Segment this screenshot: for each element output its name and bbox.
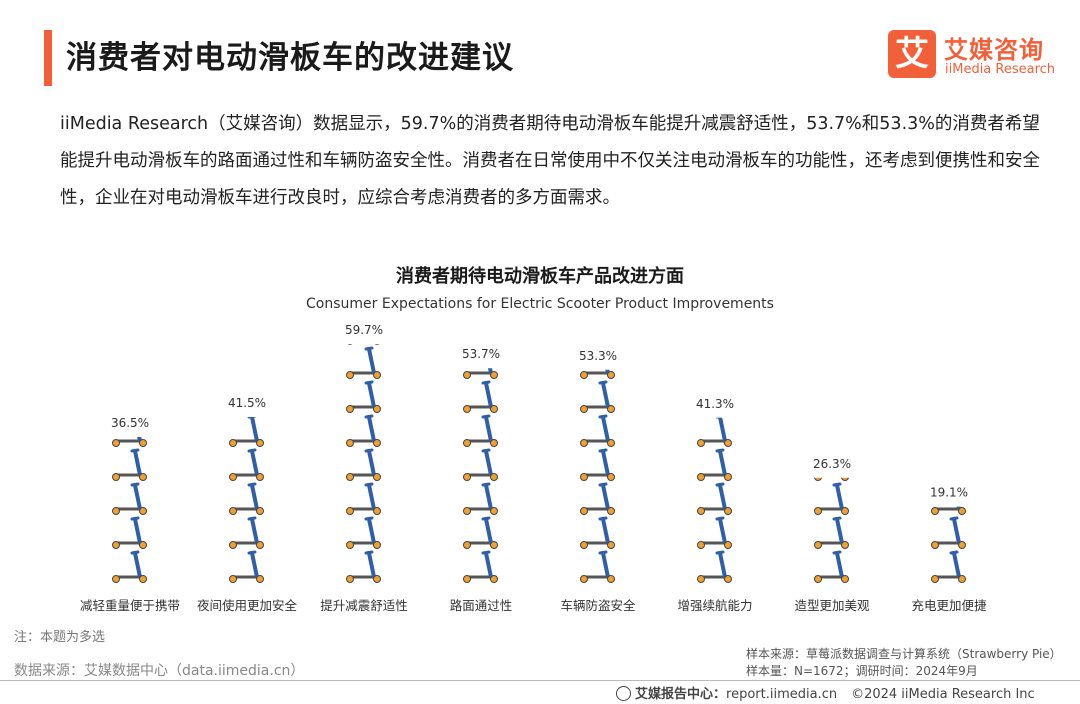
scooter-icon bbox=[112, 482, 147, 515]
logo-en-text: iiMedia Research bbox=[945, 62, 1056, 77]
bar-3 bbox=[346, 280, 381, 583]
scooter-icon bbox=[112, 516, 147, 549]
report-center-link[interactable]: report.iimedia.cn bbox=[726, 687, 838, 702]
scooter-icon bbox=[814, 550, 849, 583]
copyright: ©2024 iiMedia Research Inc bbox=[851, 687, 1035, 702]
value-label: 59.7% bbox=[345, 323, 383, 337]
scooter-icon bbox=[931, 506, 966, 515]
bar-1 bbox=[112, 382, 147, 583]
footer: 艾媒报告中心：report.iimedia.cn ©2024 iiMedia Re… bbox=[616, 683, 1035, 702]
scooter-icon bbox=[346, 550, 381, 583]
value-label: 53.7% bbox=[462, 347, 500, 361]
scooter-icon bbox=[112, 448, 147, 481]
globe-icon bbox=[616, 686, 631, 701]
scooter-icon bbox=[581, 314, 615, 345]
value-label: 41.3% bbox=[696, 397, 734, 411]
scooter-icon bbox=[580, 380, 615, 413]
bar-8 bbox=[931, 450, 966, 583]
scooter-icon bbox=[113, 382, 147, 413]
scooter-icon bbox=[229, 448, 264, 481]
value-label: 36.5% bbox=[111, 416, 149, 430]
scooter-icon bbox=[112, 550, 147, 583]
scooter-icon bbox=[931, 516, 966, 549]
scooter-icon bbox=[463, 550, 498, 583]
scooter-icon bbox=[580, 448, 615, 481]
value-label: 53.3% bbox=[579, 349, 617, 363]
logo-cn-text: 艾媒咨询 bbox=[944, 36, 1044, 64]
scooter-icon bbox=[463, 368, 498, 379]
iimedia-logo: 艾 艾媒咨询 iiMedia Research bbox=[888, 30, 1068, 82]
page-title: 消费者对电动滑板车的改进建议 bbox=[66, 40, 514, 76]
footer-divider bbox=[0, 680, 1080, 681]
value-label: 41.5% bbox=[228, 396, 266, 410]
scooter-icon bbox=[346, 516, 381, 549]
chart-subtitle: Consumer Expectations for Electric Scoot… bbox=[306, 296, 774, 312]
category-label: 路面通过性 bbox=[450, 598, 513, 613]
bar-4 bbox=[463, 314, 498, 583]
report-center-label: 艾媒报告中心： bbox=[635, 687, 727, 702]
scooter-icon bbox=[463, 448, 498, 481]
scooter-icon bbox=[346, 380, 381, 413]
scooter-icon bbox=[463, 516, 498, 549]
logo-mark: 艾 bbox=[888, 30, 936, 78]
category-label: 充电更加便捷 bbox=[911, 598, 987, 613]
sample-info: 样本来源：草莓派数据调查与计算系统（Strawberry Pie） 样本量：N=… bbox=[746, 646, 1066, 680]
bar-2 bbox=[229, 417, 264, 583]
scooter-icon bbox=[463, 414, 498, 447]
scooter-icon bbox=[347, 344, 380, 345]
scooter-icon bbox=[697, 550, 732, 583]
scooter-icon bbox=[580, 482, 615, 515]
scooter-icon bbox=[931, 550, 966, 583]
chart-note: 注：本题为多选 bbox=[14, 630, 106, 645]
scooter-icon bbox=[814, 482, 849, 515]
scooter-icon bbox=[346, 414, 381, 447]
scooter-icon bbox=[229, 550, 264, 583]
scooter-icon bbox=[229, 417, 264, 447]
category-label: 提升减震舒适性 bbox=[320, 598, 408, 613]
intro-paragraph: iiMedia Research（艾媒咨询）数据显示，59.7%的消费者期待电动… bbox=[60, 114, 1040, 208]
sample-source: 样本来源：草莓派数据调查与计算系统（Strawberry Pie） bbox=[746, 647, 1062, 661]
scooter-icon bbox=[932, 450, 966, 481]
category-label: 造型更加美观 bbox=[794, 598, 870, 613]
scooter-icon bbox=[346, 346, 381, 379]
category-label: 增强续航能力 bbox=[677, 598, 752, 613]
value-label: 19.1% bbox=[930, 486, 968, 500]
scooter-icon bbox=[697, 482, 732, 515]
bar-5 bbox=[580, 314, 615, 583]
scooter-icon bbox=[814, 477, 849, 481]
bar-7 bbox=[814, 416, 849, 583]
title-accent-bar bbox=[44, 30, 52, 86]
scooter-icon bbox=[346, 448, 381, 481]
scooter-icon bbox=[463, 380, 498, 413]
scooter-icon bbox=[464, 314, 498, 345]
bar-6 bbox=[697, 417, 732, 583]
scooter-icon bbox=[229, 482, 264, 515]
scooter-icon bbox=[112, 437, 147, 447]
scooter-icon bbox=[580, 414, 615, 447]
category-label: 减轻重量便于携带 bbox=[80, 598, 180, 613]
data-source: 数据来源：艾媒数据中心（data.iimedia.cn） bbox=[14, 663, 305, 679]
scooter-icon bbox=[347, 280, 381, 311]
scooter-icon bbox=[697, 448, 732, 481]
scooter-icon bbox=[580, 550, 615, 583]
scooter-icon bbox=[229, 516, 264, 549]
scooter-icon bbox=[580, 369, 615, 379]
scooter-icon bbox=[346, 482, 381, 515]
value-label: 26.3% bbox=[813, 457, 851, 471]
scooter-icon bbox=[697, 417, 732, 447]
scooter-icon bbox=[814, 516, 849, 549]
scooter-icon bbox=[463, 482, 498, 515]
chart-title: 消费者期待电动滑板车产品改进方面 bbox=[396, 266, 684, 287]
scooter-icon bbox=[580, 516, 615, 549]
scooter-icon bbox=[697, 516, 732, 549]
scooter-icon bbox=[815, 416, 849, 447]
category-label: 车辆防盗安全 bbox=[560, 598, 636, 613]
sample-size: 样本量：N=1672；调研时间：2024年9月 bbox=[746, 664, 978, 678]
category-label: 夜间使用更加安全 bbox=[197, 598, 298, 613]
